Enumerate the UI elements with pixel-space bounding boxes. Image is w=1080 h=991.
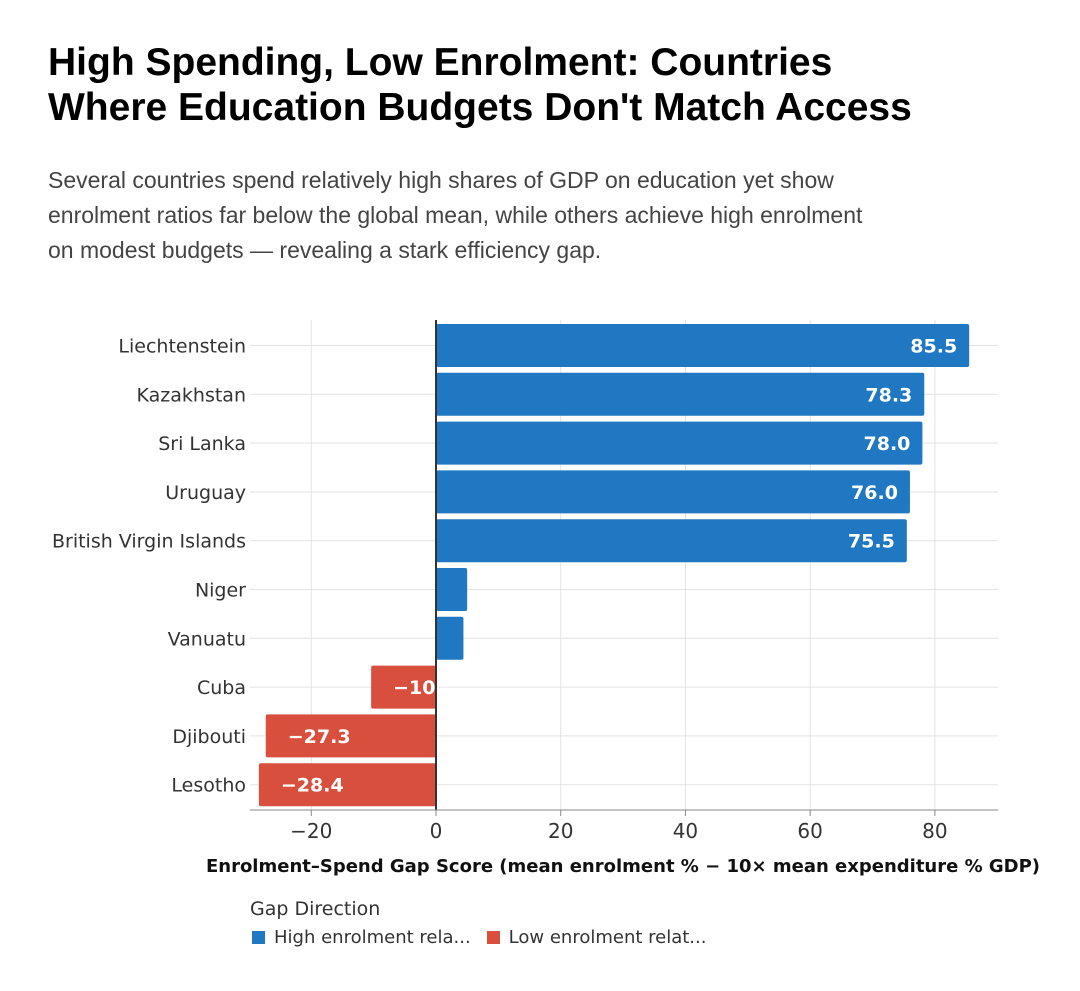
data-label: 85.5 <box>910 336 957 358</box>
bar <box>436 372 925 416</box>
bar <box>436 616 464 660</box>
y-tick-label: Lesotho <box>171 775 246 797</box>
data-label: −10. <box>393 677 443 699</box>
bar <box>436 421 923 465</box>
legend-item-low[interactable]: Low enrolment relat... <box>486 927 707 948</box>
bar <box>436 324 970 367</box>
bar <box>258 763 436 807</box>
chart-title: High Spending, Low Enrolment: Countries … <box>48 40 1048 130</box>
chart-subtitle-line-3: on modest budgets — revealing a stark ef… <box>48 237 602 263</box>
x-tick-label: 80 <box>922 819 947 843</box>
data-label: −27.3 <box>288 726 351 748</box>
chart-title-line-2: Where Education Budgets Don't Match Acce… <box>48 86 912 129</box>
legend: High enrolment rela... Low enrolment rel… <box>252 927 722 948</box>
x-tick-label: 20 <box>548 819 573 843</box>
bar <box>436 470 910 514</box>
y-tick-label: Vanuatu <box>168 628 246 650</box>
chart-subtitle-line-2: enrolment ratios far below the global me… <box>48 202 863 228</box>
bar <box>265 714 436 758</box>
y-tick-label: Niger <box>195 580 246 602</box>
legend-swatch-high <box>252 931 265 944</box>
legend-title: Gap Direction <box>250 898 381 920</box>
x-axis-title: Enrolment–Spend Gap Score (mean enrolmen… <box>206 856 1040 877</box>
chart-subtitle: Several countries spend relatively high … <box>48 163 1048 268</box>
bar <box>371 665 436 709</box>
legend-label-low: Low enrolment relat... <box>508 927 707 948</box>
y-tick-label: Liechtenstein <box>118 336 246 358</box>
data-label: 78.0 <box>864 433 911 455</box>
legend-label-high: High enrolment rela... <box>274 927 471 948</box>
y-tick-label: Sri Lanka <box>158 433 246 455</box>
data-label: 76.0 <box>851 482 898 504</box>
x-tick-label: −20 <box>290 819 332 843</box>
y-tick-label: British Virgin Islands <box>52 531 246 553</box>
x-tick-label: 0 <box>430 819 443 843</box>
x-tick-label: 40 <box>673 819 698 843</box>
data-label: −28.4 <box>281 775 344 797</box>
legend-item-high[interactable]: High enrolment rela... <box>252 927 471 948</box>
chart-title-line-1: High Spending, Low Enrolment: Countries <box>48 41 833 84</box>
y-tick-label: Djibouti <box>172 726 246 748</box>
bar-chart: Liechtenstein 85.5 Kazakhstan 78.3 Sri Lanka… <box>52 320 1040 877</box>
bar <box>436 519 907 563</box>
data-label: 75.5 <box>848 531 895 553</box>
chart-subtitle-line-1: Several countries spend relatively high … <box>48 167 834 193</box>
legend-swatch-low <box>486 931 500 944</box>
bar <box>436 568 468 611</box>
data-label: 78.3 <box>865 384 912 406</box>
x-tick-label: 60 <box>797 819 822 843</box>
y-tick-label: Uruguay <box>165 482 246 504</box>
y-tick-label: Kazakhstan <box>137 384 246 406</box>
y-tick-label: Cuba <box>197 677 246 699</box>
